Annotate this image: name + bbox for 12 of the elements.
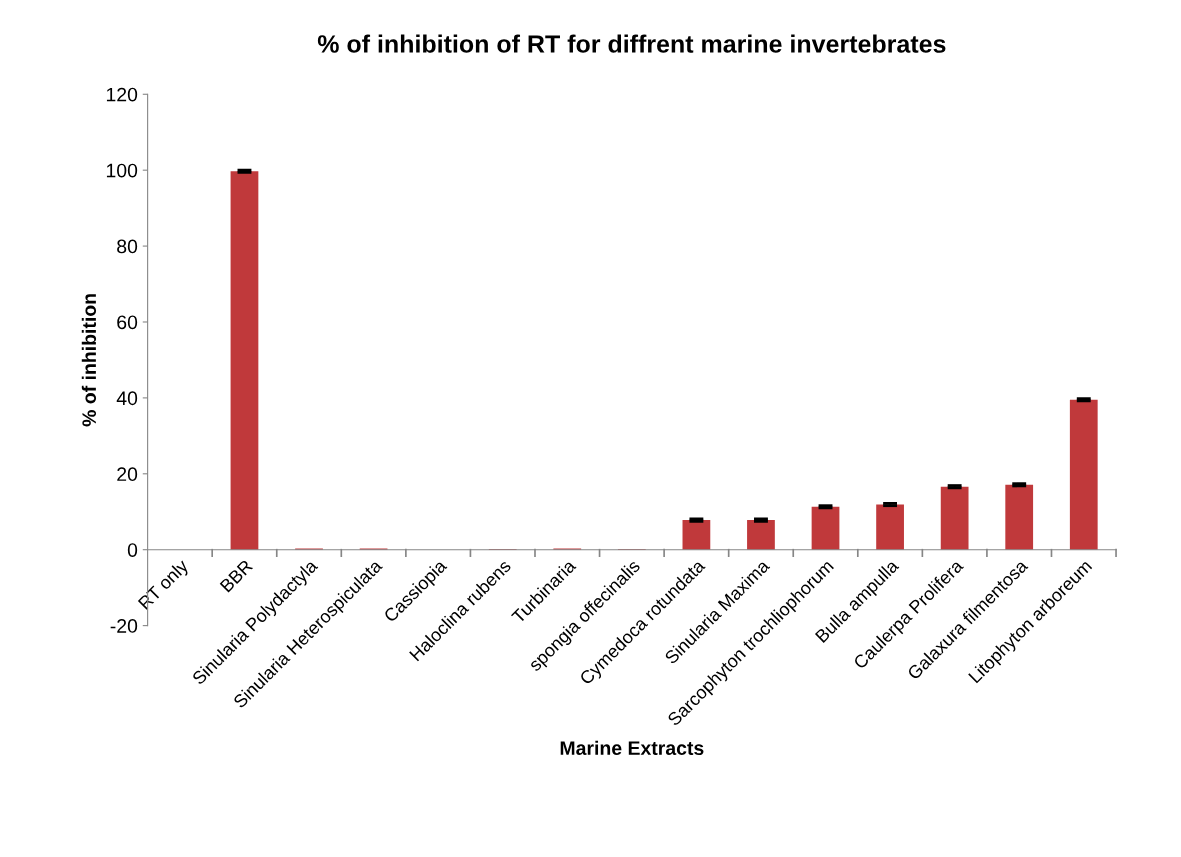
y-tick-label: 80 [117, 239, 138, 254]
y-tick-label: 20 [117, 467, 138, 482]
x-axis-title: Marine Extracts [560, 740, 704, 755]
x-tick-label: RT only [137, 558, 192, 613]
y-axis-title: % of inhibition [81, 294, 97, 427]
y-tick-label: 60 [117, 315, 138, 330]
chart-title: % of inhibition of RT for diffrent marine invertebrates [317, 34, 946, 53]
y-tick-label: 100 [106, 163, 138, 178]
y-tick-label: 120 [106, 87, 138, 102]
y-tick-label: 0 [127, 543, 138, 557]
y-tick-label: 40 [116, 391, 138, 406]
y-tick-label: -20 [110, 619, 138, 633]
